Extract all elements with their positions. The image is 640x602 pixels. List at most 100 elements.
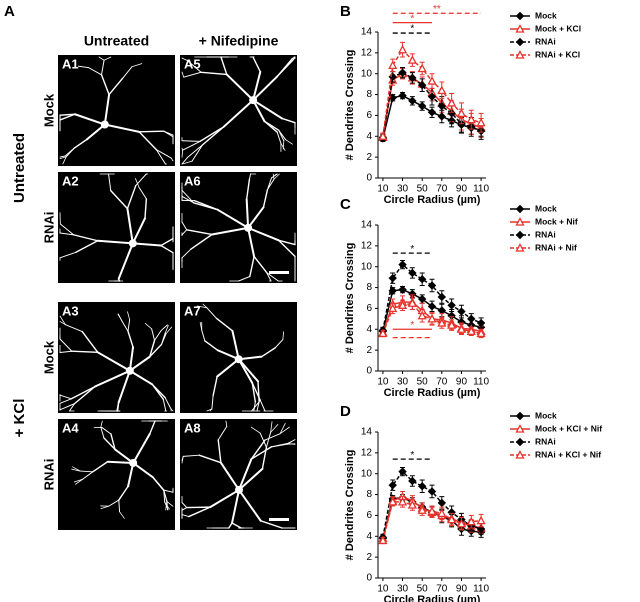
dendrite xyxy=(187,144,204,158)
y-tick-label: 4 xyxy=(366,131,372,142)
dendrite xyxy=(166,501,174,507)
marker xyxy=(417,275,427,284)
dendrite xyxy=(247,226,256,258)
legend-label: Mock xyxy=(535,10,557,20)
dendrite xyxy=(220,56,228,76)
row-label: RNAi xyxy=(41,212,56,244)
dendrite xyxy=(231,329,240,361)
dendrite xyxy=(276,57,294,78)
dendrite xyxy=(92,461,109,473)
marker xyxy=(408,96,417,106)
dendrite xyxy=(110,433,116,451)
dendrite xyxy=(270,421,273,433)
soma xyxy=(129,458,138,467)
marker xyxy=(447,514,457,524)
dendrite xyxy=(249,255,255,278)
y-tick-label: 12 xyxy=(361,47,373,58)
x-tick-label: 50 xyxy=(417,377,429,388)
dendrite xyxy=(144,198,148,220)
marker xyxy=(456,518,467,528)
dendrite xyxy=(59,315,66,326)
panel-label: D xyxy=(340,403,351,420)
dendrite xyxy=(253,401,256,412)
y-tick-label: 10 xyxy=(361,261,373,272)
dendrite xyxy=(210,226,250,236)
dendrite xyxy=(266,272,272,282)
y-tick-label: 8 xyxy=(366,489,372,500)
marker xyxy=(397,44,408,54)
dendrite xyxy=(100,426,105,439)
dendrite xyxy=(59,113,76,116)
dendrite xyxy=(181,71,185,78)
column-header: Untreated xyxy=(84,33,149,49)
marker xyxy=(417,310,427,320)
x-axis-label: Circle Radius (µm) xyxy=(384,387,481,399)
dendrite xyxy=(65,147,75,158)
dendrite xyxy=(116,401,120,412)
legend-label: Mock + KCl xyxy=(535,23,581,33)
marker xyxy=(476,515,486,525)
legend-label: RNAi + KCl + Nif xyxy=(535,449,601,459)
dendrite xyxy=(286,443,296,445)
dendrite xyxy=(98,56,105,61)
dendrite xyxy=(103,93,111,126)
dendrite xyxy=(155,149,172,159)
x-axis-label: Circle Radius (µm) xyxy=(384,194,481,206)
dendrite xyxy=(181,149,184,158)
dendrite xyxy=(170,408,174,412)
soma xyxy=(235,485,244,494)
dendrite xyxy=(149,339,156,358)
y-tick-label: 6 xyxy=(366,110,372,121)
marker xyxy=(388,303,398,313)
dendrite xyxy=(228,522,233,529)
dendrite xyxy=(110,189,129,210)
y-axis-label: # Dendrites Crossing xyxy=(344,450,356,561)
dendrite xyxy=(132,432,151,464)
dendrite xyxy=(265,431,272,448)
dendrite xyxy=(291,56,296,60)
dendrite xyxy=(59,232,75,236)
panel-label: A xyxy=(4,3,15,20)
dendrite xyxy=(250,439,266,460)
dendrite xyxy=(181,57,188,61)
dendrite xyxy=(164,324,169,334)
marker xyxy=(407,55,417,64)
dendrite xyxy=(262,189,269,209)
marker xyxy=(417,80,427,90)
dendrite xyxy=(280,142,286,151)
dendrite xyxy=(108,173,112,192)
dendrite xyxy=(231,522,242,529)
dendrite xyxy=(73,138,88,150)
dendrite xyxy=(117,369,131,404)
marker xyxy=(388,480,397,490)
dendrite xyxy=(59,403,76,411)
y-tick-label: 14 xyxy=(361,27,373,38)
marker xyxy=(398,285,407,294)
marker xyxy=(388,286,397,295)
dendrite xyxy=(154,330,162,341)
x-tick-label: 90 xyxy=(456,377,468,388)
panel-label: C xyxy=(340,196,351,213)
dendrite xyxy=(77,65,89,69)
dendrite xyxy=(160,324,168,331)
marker xyxy=(437,318,447,327)
dendrite xyxy=(277,239,296,258)
panel-label: B xyxy=(340,3,351,20)
marker xyxy=(427,281,437,290)
dendrite xyxy=(281,117,296,124)
y-axis-label: # Dendrites Crossing xyxy=(344,50,356,161)
y-tick-label: 0 xyxy=(366,173,372,184)
dendrite xyxy=(170,157,174,162)
y-tick-label: 4 xyxy=(366,531,372,542)
x-tick-label: 30 xyxy=(397,184,409,195)
dendrite xyxy=(215,317,234,332)
dendrite xyxy=(266,272,279,282)
dendrite xyxy=(250,426,261,434)
marker xyxy=(427,506,437,515)
dendrite xyxy=(118,485,129,501)
dendrite xyxy=(59,321,66,326)
marker xyxy=(515,411,525,421)
dendrite xyxy=(209,488,241,509)
x-tick-label: 70 xyxy=(436,377,448,388)
dendrite xyxy=(117,242,134,280)
